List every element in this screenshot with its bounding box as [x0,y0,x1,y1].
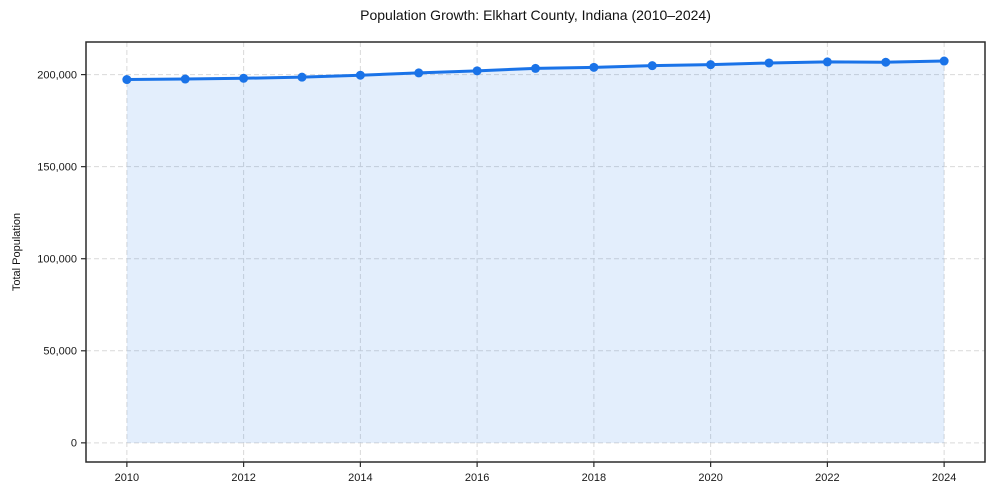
data-point [531,63,540,73]
y-tick-label: 0 [71,438,77,450]
data-point [180,74,190,84]
data-point [297,72,307,82]
data-point [822,57,832,67]
x-tick-label: 2020 [698,472,722,484]
data-point [355,70,365,80]
area-fill [126,61,945,443]
data-point [122,75,132,85]
data-point [881,57,891,67]
data-point [764,58,774,68]
plot-border [85,41,986,463]
x-tick-label: 2024 [932,472,956,484]
y-tick-label: 100,000 [37,254,77,266]
data-point [589,62,599,72]
y-tick-label: 50,000 [43,346,77,358]
data-point [647,61,657,71]
y-tick-label: 150,000 [37,161,77,173]
chart-title: Population Growth: Elkhart County, India… [360,7,711,23]
x-tick-label: 2014 [348,472,372,484]
data-point [706,60,716,70]
data-point [939,56,949,66]
x-tick-label: 2012 [231,472,255,484]
y-tick-label: 200,000 [37,69,77,81]
x-tick-label: 2016 [465,472,489,484]
x-tick-label: 2018 [582,472,606,484]
x-tick-label: 2010 [115,472,139,484]
data-point [472,66,482,76]
x-tick-label: 2022 [815,472,839,484]
data-point [239,73,249,83]
data-point [414,68,424,78]
